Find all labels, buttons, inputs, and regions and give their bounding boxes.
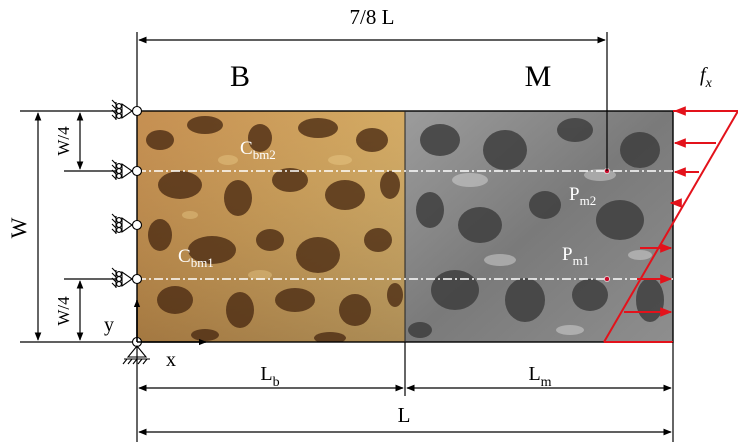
label-seven-eighths-l: 7/8 L (350, 5, 395, 29)
dimension-quarter-top: W/4 (54, 112, 116, 172)
bone-region-image (137, 111, 405, 342)
roller-support (111, 213, 143, 234)
metal-region-image (405, 111, 673, 342)
dimension-seven-eighths-l: 7/8 L (136, 5, 608, 171)
roller-support (111, 159, 143, 180)
dimension-quarter-bottom: W/4 (54, 278, 116, 341)
point-pm1-marker (604, 276, 610, 282)
dimension-width-w: W (6, 110, 137, 343)
label-lm: Lm (528, 363, 551, 390)
label-pm2: Pm2 (569, 184, 596, 208)
label-total-length: L (398, 403, 411, 427)
label-lb: Lb (260, 363, 279, 390)
roller-supports (111, 99, 143, 288)
label-pm1: Pm1 (562, 244, 589, 268)
label-region-m: M (525, 60, 552, 93)
label-region-b: B (230, 60, 250, 93)
label-width-w: W (6, 217, 31, 238)
label-axis-y: y (104, 314, 114, 336)
label-force-fx: fx (700, 64, 713, 91)
dimension-lb-lm: Lb Lm (136, 342, 674, 442)
label-cbm2: Cbm2 (240, 138, 276, 162)
coordinate-axes: y x (104, 299, 207, 371)
force-distribution (603, 106, 738, 343)
roller-support (111, 267, 143, 288)
label-quarter-bottom: W/4 (54, 296, 73, 326)
label-cbm1: Cbm1 (178, 246, 214, 270)
label-axis-x: x (166, 349, 176, 371)
label-quarter-top: W/4 (54, 126, 73, 156)
dimension-total-length: L (138, 403, 672, 436)
roller-support (111, 99, 143, 120)
